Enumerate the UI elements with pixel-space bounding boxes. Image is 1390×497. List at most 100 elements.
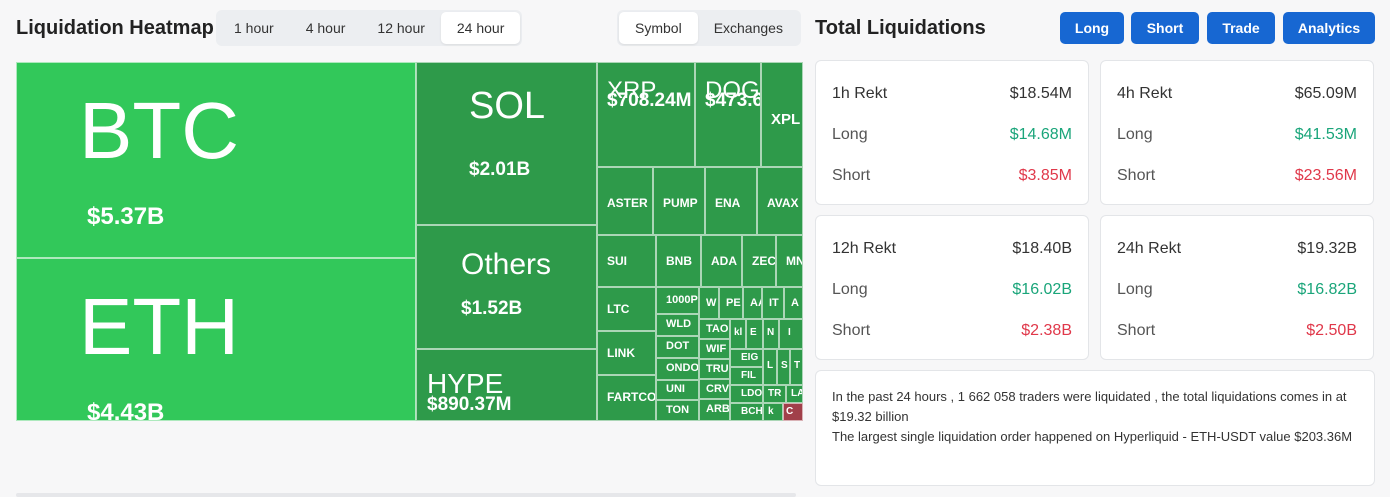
tab-4-hour[interactable]: 4 hour [305, 20, 346, 36]
tile-symbol: E [750, 327, 757, 338]
tile-symbol: kl [734, 327, 743, 338]
heatmap-tile-pe[interactable]: PE [719, 287, 743, 319]
heatmap-tile-wld[interactable]: WLD [656, 314, 699, 336]
tile-symbol: WIF [706, 343, 727, 355]
heatmap-tile-crv[interactable]: CRV [699, 379, 730, 399]
tile-symbol: TRU [706, 363, 729, 375]
heatmap-tile-l[interactable]: L [763, 349, 777, 385]
liquidation-heatmap: BTC $5.37B ETH $4.43B SOL $2.01B Others $1.52B H… [16, 62, 803, 421]
heatmap-tile-c[interactable]: C [783, 403, 803, 421]
tile-symbol: I [788, 327, 791, 338]
heatmap-tile-link[interactable]: LINK [597, 331, 656, 375]
tile-symbol: SOL [469, 85, 546, 127]
heatmap-tile-ton[interactable]: TON [656, 400, 699, 421]
tile-value: $4.43B [87, 399, 165, 421]
long-label: Long [832, 281, 868, 298]
heatmap-tile-kl[interactable]: kl [730, 319, 746, 349]
heatmap-tile-s[interactable]: S [777, 349, 790, 385]
tile-value: $708.24M [607, 90, 692, 111]
heatmap-tile-a[interactable]: A [784, 287, 803, 319]
tile-symbol: T [794, 360, 801, 371]
tile-symbol: BCH [741, 406, 763, 417]
short-label: Short [832, 322, 871, 339]
tile-symbol: SUI [607, 254, 628, 268]
heatmap-tile-bnb[interactable]: BNB [656, 235, 701, 287]
heatmap-tile-1000p[interactable]: 1000P [656, 287, 699, 314]
heatmap-tile-dot[interactable]: DOT [656, 336, 699, 358]
heatmap-tile-arb[interactable]: ARB [699, 399, 730, 421]
heatmap-tile-w[interactable]: W [699, 287, 719, 319]
tile-symbol: IT [769, 297, 779, 309]
heatmap-tile-aster[interactable]: ASTER [597, 167, 653, 235]
tile-symbol: HYPE [427, 368, 504, 399]
long-label: Long [832, 126, 868, 143]
heatmap-tile-xrp[interactable]: XRP $708.24M [597, 62, 695, 167]
heatmap-tile-la[interactable]: LA [786, 385, 803, 403]
short-label: Short [1117, 167, 1156, 184]
heatmap-tile-e[interactable]: E [746, 319, 763, 349]
heatmap-tile-uni[interactable]: UNI [656, 380, 699, 400]
heatmap-tile-tru[interactable]: TRU [699, 359, 730, 379]
heatmap-tile-ena[interactable]: ENA [705, 167, 757, 235]
heatmap-tile-aa[interactable]: AA [743, 287, 762, 319]
long-button[interactable]: Long [1060, 12, 1124, 44]
section-divider [16, 493, 796, 497]
heatmap-tile-hype[interactable]: HYPE $890.37M [416, 349, 597, 421]
tile-value: $2.01B [469, 159, 531, 180]
heatmap-tile-doge[interactable]: DOGE$473.69M [695, 62, 761, 167]
tile-symbol: LA [791, 388, 802, 399]
tile-value: $5.37B [87, 203, 165, 230]
tile-symbol: N [767, 327, 775, 338]
heatmap-tile-eth[interactable]: ETH $4.43B [16, 258, 416, 421]
heatmap-tile-avax[interactable]: AVAX [757, 167, 803, 235]
heatmap-tile-wif[interactable]: WIF [699, 339, 730, 359]
heatmap-tile-ondo[interactable]: ONDO [656, 358, 699, 380]
rekt-card-12h: 12h Rekt $18.40B Long $16.02B Short $2.38B [815, 215, 1089, 360]
heatmap-tile-pump[interactable]: PUMP [653, 167, 705, 235]
tab-24-hour[interactable]: 24 hour [440, 12, 521, 44]
tab-exchanges[interactable]: Exchanges [713, 20, 783, 36]
tile-symbol: ARB [706, 403, 730, 415]
heatmap-tile-tao[interactable]: TAO [699, 319, 730, 339]
tile-symbol: TAO [706, 323, 729, 335]
tile-symbol: EIG [741, 352, 759, 363]
analytics-button[interactable]: Analytics [1283, 12, 1375, 44]
trade-button[interactable]: Trade [1207, 12, 1275, 44]
tab-symbol[interactable]: Symbol [619, 12, 698, 44]
heatmap-tile-ldo[interactable]: LDO [730, 385, 763, 403]
heatmap-tile-fil[interactable]: FIL [730, 367, 763, 385]
tab-1-hour[interactable]: 1 hour [234, 20, 274, 36]
heatmap-tile-sui[interactable]: SUI [597, 235, 656, 287]
card-period: 12h Rekt [832, 240, 897, 257]
card-total: $18.40B [1012, 240, 1072, 257]
short-button[interactable]: Short [1131, 12, 1199, 44]
tile-symbol: MN [786, 254, 803, 268]
heatmap-tile-ltc[interactable]: LTC [597, 287, 656, 331]
tile-symbol: WLD [666, 318, 692, 330]
heatmap-tile-eig[interactable]: EIG [730, 349, 763, 367]
tile-symbol: FIL [741, 370, 756, 381]
heatmap-tile-bch[interactable]: BCH [730, 403, 763, 421]
card-period: 24h Rekt [1117, 240, 1182, 257]
heatmap-tile-btc[interactable]: BTC $5.37B [16, 62, 416, 258]
heatmap-tile-xpl[interactable]: XPL [761, 62, 803, 167]
heatmap-tile-i[interactable]: I [779, 319, 803, 349]
card-short-value: $2.38B [1021, 322, 1072, 339]
heatmap-tile-zec[interactable]: ZEC [742, 235, 776, 287]
heatmap-tile-n[interactable]: N [763, 319, 779, 349]
tile-symbol: LTC [607, 302, 630, 316]
heatmap-tile-k[interactable]: k [763, 403, 783, 421]
heatmap-tile-tr[interactable]: TR [763, 385, 786, 403]
tab-12-hour[interactable]: 12 hour [377, 20, 425, 36]
heatmap-tile-fartcoin[interactable]: FARTCOIN [597, 375, 656, 421]
tile-symbol: ONDO [666, 362, 699, 374]
heatmap-tile-ada[interactable]: ADA [701, 235, 742, 287]
tile-symbol: k [768, 406, 774, 417]
heatmap-tile-others[interactable]: Others $1.52B [416, 225, 597, 349]
heatmap-tile-t[interactable]: T [790, 349, 803, 385]
card-long-value: $41.53M [1294, 126, 1357, 143]
heatmap-tile-mn[interactable]: MN [776, 235, 803, 287]
heatmap-tile-it[interactable]: IT [762, 287, 784, 319]
heatmap-tile-sol[interactable]: SOL $2.01B [416, 62, 597, 225]
rekt-card-4h: 4h Rekt $65.09M Long $41.53M Short $23.56M [1100, 60, 1374, 205]
